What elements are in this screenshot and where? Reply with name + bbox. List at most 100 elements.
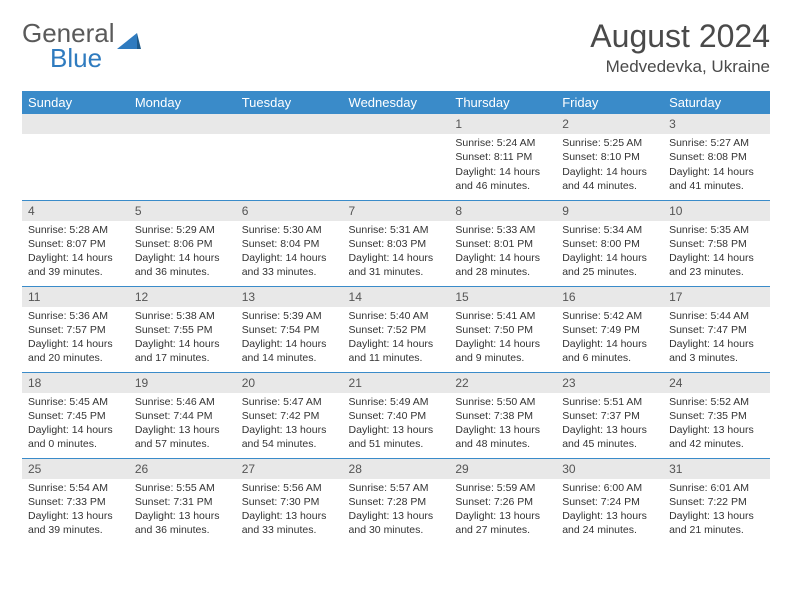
sunset-line: Sunset: 7:58 PM (669, 237, 764, 251)
day-content: Sunrise: 5:49 AMSunset: 7:40 PMDaylight:… (343, 393, 450, 456)
day-number: 8 (449, 201, 556, 221)
daylight-line: Daylight: 13 hours and 33 minutes. (242, 509, 337, 537)
sunrise-line: Sunrise: 5:44 AM (669, 309, 764, 323)
day-content (22, 134, 129, 140)
day-content: Sunrise: 5:38 AMSunset: 7:55 PMDaylight:… (129, 307, 236, 370)
day-cell: 21Sunrise: 5:49 AMSunset: 7:40 PMDayligh… (343, 372, 450, 458)
sunset-line: Sunset: 7:57 PM (28, 323, 123, 337)
sunset-line: Sunset: 7:22 PM (669, 495, 764, 509)
day-content: Sunrise: 5:50 AMSunset: 7:38 PMDaylight:… (449, 393, 556, 456)
daylight-line: Daylight: 14 hours and 36 minutes. (135, 251, 230, 279)
sunrise-line: Sunrise: 5:47 AM (242, 395, 337, 409)
sunset-line: Sunset: 8:07 PM (28, 237, 123, 251)
day-cell: 4Sunrise: 5:28 AMSunset: 8:07 PMDaylight… (22, 200, 129, 286)
sunset-line: Sunset: 8:03 PM (349, 237, 444, 251)
day-content: Sunrise: 5:45 AMSunset: 7:45 PMDaylight:… (22, 393, 129, 456)
day-number: 1 (449, 114, 556, 134)
day-content: Sunrise: 5:47 AMSunset: 7:42 PMDaylight:… (236, 393, 343, 456)
day-header: Sunday (22, 91, 129, 114)
day-number: 7 (343, 201, 450, 221)
sunset-line: Sunset: 8:00 PM (562, 237, 657, 251)
daylight-line: Daylight: 13 hours and 27 minutes. (455, 509, 550, 537)
sunset-line: Sunset: 7:38 PM (455, 409, 550, 423)
daylight-line: Daylight: 13 hours and 30 minutes. (349, 509, 444, 537)
day-number: 10 (663, 201, 770, 221)
sunrise-line: Sunrise: 5:49 AM (349, 395, 444, 409)
day-cell (22, 114, 129, 200)
day-number: 5 (129, 201, 236, 221)
location: Medvedevka, Ukraine (590, 57, 770, 77)
sunset-line: Sunset: 8:10 PM (562, 150, 657, 164)
day-cell: 12Sunrise: 5:38 AMSunset: 7:55 PMDayligh… (129, 286, 236, 372)
sunset-line: Sunset: 8:06 PM (135, 237, 230, 251)
day-number: 14 (343, 287, 450, 307)
sunrise-line: Sunrise: 5:35 AM (669, 223, 764, 237)
day-cell (129, 114, 236, 200)
day-cell: 27Sunrise: 5:56 AMSunset: 7:30 PMDayligh… (236, 458, 343, 544)
day-number: 20 (236, 373, 343, 393)
daylight-line: Daylight: 14 hours and 14 minutes. (242, 337, 337, 365)
day-number: 3 (663, 114, 770, 134)
day-cell: 7Sunrise: 5:31 AMSunset: 8:03 PMDaylight… (343, 200, 450, 286)
header: General Blue August 2024 Medvedevka, Ukr… (22, 18, 770, 77)
daylight-line: Daylight: 13 hours and 42 minutes. (669, 423, 764, 451)
sunrise-line: Sunrise: 6:01 AM (669, 481, 764, 495)
sunrise-line: Sunrise: 5:57 AM (349, 481, 444, 495)
sunrise-line: Sunrise: 6:00 AM (562, 481, 657, 495)
sunrise-line: Sunrise: 5:29 AM (135, 223, 230, 237)
day-content: Sunrise: 5:39 AMSunset: 7:54 PMDaylight:… (236, 307, 343, 370)
day-number (343, 114, 450, 134)
day-content: Sunrise: 5:51 AMSunset: 7:37 PMDaylight:… (556, 393, 663, 456)
sunrise-line: Sunrise: 5:36 AM (28, 309, 123, 323)
day-cell: 17Sunrise: 5:44 AMSunset: 7:47 PMDayligh… (663, 286, 770, 372)
day-content (343, 134, 450, 140)
day-number: 23 (556, 373, 663, 393)
day-number: 17 (663, 287, 770, 307)
day-header-row: SundayMondayTuesdayWednesdayThursdayFrid… (22, 91, 770, 114)
daylight-line: Daylight: 14 hours and 0 minutes. (28, 423, 123, 451)
sunset-line: Sunset: 8:01 PM (455, 237, 550, 251)
day-header: Tuesday (236, 91, 343, 114)
day-cell: 1Sunrise: 5:24 AMSunset: 8:11 PMDaylight… (449, 114, 556, 200)
sunrise-line: Sunrise: 5:46 AM (135, 395, 230, 409)
day-number: 21 (343, 373, 450, 393)
day-content: Sunrise: 5:46 AMSunset: 7:44 PMDaylight:… (129, 393, 236, 456)
day-cell: 5Sunrise: 5:29 AMSunset: 8:06 PMDaylight… (129, 200, 236, 286)
day-number: 26 (129, 459, 236, 479)
day-cell: 10Sunrise: 5:35 AMSunset: 7:58 PMDayligh… (663, 200, 770, 286)
day-content: Sunrise: 5:36 AMSunset: 7:57 PMDaylight:… (22, 307, 129, 370)
day-content: Sunrise: 5:24 AMSunset: 8:11 PMDaylight:… (449, 134, 556, 197)
day-cell: 9Sunrise: 5:34 AMSunset: 8:00 PMDaylight… (556, 200, 663, 286)
daylight-line: Daylight: 13 hours and 51 minutes. (349, 423, 444, 451)
logo-sail-icon (117, 25, 141, 43)
sunset-line: Sunset: 7:47 PM (669, 323, 764, 337)
day-content: Sunrise: 6:01 AMSunset: 7:22 PMDaylight:… (663, 479, 770, 542)
day-cell (236, 114, 343, 200)
day-content: Sunrise: 5:34 AMSunset: 8:00 PMDaylight:… (556, 221, 663, 284)
day-number: 12 (129, 287, 236, 307)
day-content: Sunrise: 5:25 AMSunset: 8:10 PMDaylight:… (556, 134, 663, 197)
day-header: Wednesday (343, 91, 450, 114)
sunset-line: Sunset: 7:40 PM (349, 409, 444, 423)
day-number: 9 (556, 201, 663, 221)
day-number (129, 114, 236, 134)
day-content: Sunrise: 5:29 AMSunset: 8:06 PMDaylight:… (129, 221, 236, 284)
sunrise-line: Sunrise: 5:55 AM (135, 481, 230, 495)
day-number: 25 (22, 459, 129, 479)
week-row: 25Sunrise: 5:54 AMSunset: 7:33 PMDayligh… (22, 458, 770, 544)
day-content (129, 134, 236, 140)
sunrise-line: Sunrise: 5:34 AM (562, 223, 657, 237)
day-cell: 24Sunrise: 5:52 AMSunset: 7:35 PMDayligh… (663, 372, 770, 458)
sunset-line: Sunset: 7:26 PM (455, 495, 550, 509)
day-header: Friday (556, 91, 663, 114)
day-content: Sunrise: 5:33 AMSunset: 8:01 PMDaylight:… (449, 221, 556, 284)
day-number: 19 (129, 373, 236, 393)
month-title: August 2024 (590, 18, 770, 55)
day-number: 29 (449, 459, 556, 479)
daylight-line: Daylight: 13 hours and 39 minutes. (28, 509, 123, 537)
day-content: Sunrise: 5:52 AMSunset: 7:35 PMDaylight:… (663, 393, 770, 456)
day-number (22, 114, 129, 134)
daylight-line: Daylight: 14 hours and 17 minutes. (135, 337, 230, 365)
sunrise-line: Sunrise: 5:59 AM (455, 481, 550, 495)
day-number: 30 (556, 459, 663, 479)
